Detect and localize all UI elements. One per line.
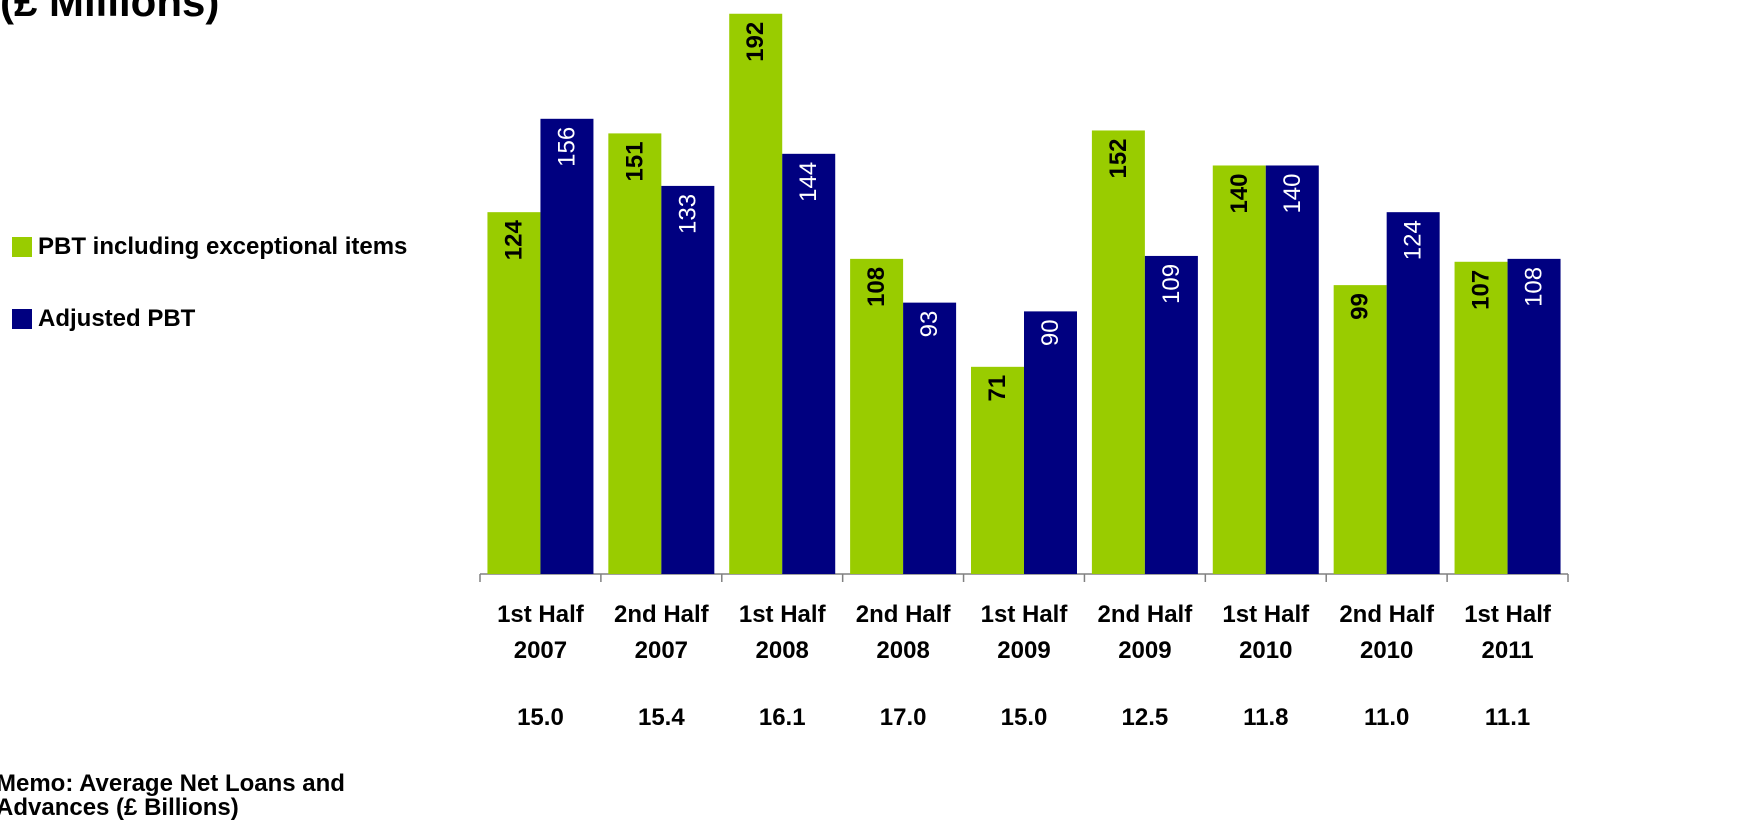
data-label: 144 [795,162,822,202]
bar-pbt-including [1091,130,1145,574]
chart-title: (£ Millions) [0,0,220,25]
bar-pbt-including [1212,165,1266,574]
x-tick-label-line2: 2011 [1482,637,1534,664]
memo-label-line1: Memo: Average Net Loans and [0,770,345,797]
x-tick-label-line2: 2008 [756,637,809,664]
x-tick-label-line2: 2007 [635,637,688,664]
bar-pbt-including [608,133,662,574]
data-label: 71 [984,375,1011,402]
bar-pbt-including [850,258,904,574]
x-tick-label-line1: 2nd Half [1098,601,1194,628]
data-label: 93 [916,311,943,338]
data-label: 108 [863,267,890,307]
x-tick-label-line2: 2008 [876,637,929,664]
data-label: 152 [1105,138,1132,178]
memo-value: 11.8 [1243,704,1288,731]
memo-label-line2: Advances (£ Billions) [0,794,239,821]
legend: PBT including exceptional items Adjusted… [12,232,407,376]
x-tick-label-line1: 1st Half [1222,601,1310,628]
memo-value: 16.1 [759,704,806,731]
x-tick-label-line1: 1st Half [739,601,827,628]
data-label: 140 [1279,173,1306,213]
memo-value: 15.4 [638,704,685,731]
x-tick-label-line2: 2010 [1360,637,1413,664]
memo-value: 12.5 [1122,704,1169,731]
bar-adjusted-pbt [1265,165,1319,574]
x-tick-label-line1: 1st Half [497,601,585,628]
data-label: 108 [1521,267,1548,307]
legend-label-adjusted-pbt: Adjusted PBT [38,305,196,332]
data-label: 156 [553,127,580,167]
bar-adjusted-pbt [1024,311,1077,574]
bar-pbt-including [487,212,541,574]
legend-swatch-pbt-including [12,237,32,257]
data-label: 124 [1400,220,1427,260]
x-tick-label-line1: 2nd Half [1339,601,1435,628]
x-tick-label-line1: 2nd Half [614,601,710,628]
data-label: 90 [1037,319,1064,346]
x-tick-label-line1: 1st Half [1464,601,1552,628]
data-label: 109 [1158,264,1185,304]
memo-value: 15.0 [517,704,564,731]
data-label: 140 [1226,173,1253,213]
x-tick-label-line2: 2009 [1118,637,1171,664]
bar-adjusted-pbt [540,118,594,575]
bar-pbt-including [1454,261,1508,574]
data-label: 192 [742,22,769,62]
x-tick-label-line2: 2009 [997,637,1050,664]
memo-value: 11.1 [1485,704,1530,731]
data-label: 124 [500,220,527,261]
x-tick-label-line2: 2007 [514,637,567,664]
legend-swatch-adjusted-pbt [12,309,32,329]
x-tick-label-line1: 1st Half [981,601,1069,628]
bar-adjusted-pbt [661,185,715,574]
legend-item-adjusted-pbt: Adjusted PBT [12,304,407,334]
x-tick-label-line1: 2nd Half [856,601,952,628]
x-tick-label-line2: 2010 [1239,637,1292,664]
memo-label: Memo: Average Net Loans and Advances (£ … [0,772,476,820]
bar-pbt-including [1333,285,1387,574]
data-label: 107 [1468,270,1495,310]
bar-adjusted-pbt [903,302,957,574]
bar-adjusted-pbt [1144,255,1198,574]
bar-pbt-including [729,13,783,575]
data-label: 151 [621,141,648,181]
memo-value: 17.0 [880,704,927,731]
memo-value: 15.0 [1001,704,1048,731]
legend-label-pbt-including: PBT including exceptional items [38,233,408,260]
memo-value: 11.0 [1364,704,1409,731]
data-label: 99 [1347,293,1374,320]
bar-adjusted-pbt [1507,258,1561,574]
data-label: 133 [674,194,701,234]
bar-adjusted-pbt [1386,212,1440,574]
bar-pbt-including [971,366,1024,574]
legend-item-pbt-including: PBT including exceptional items [12,232,407,262]
bar-adjusted-pbt [782,153,836,575]
